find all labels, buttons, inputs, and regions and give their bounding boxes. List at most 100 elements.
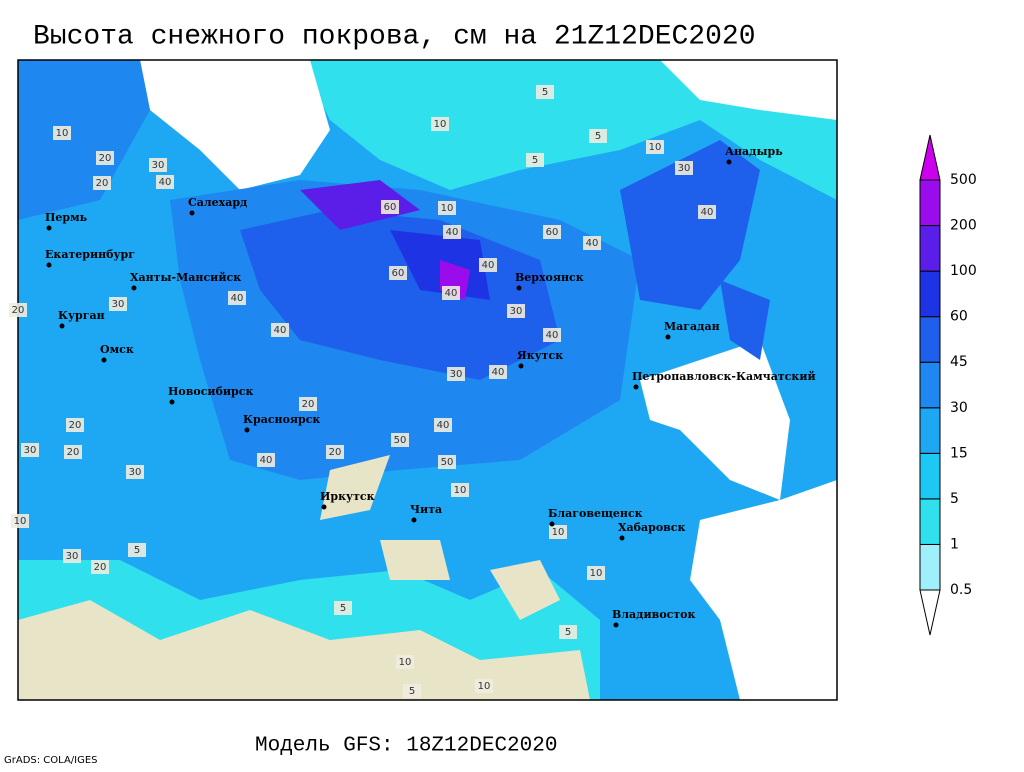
contour-label-box <box>403 684 421 698</box>
contour-label: 10 <box>441 203 454 214</box>
colorbar-label: 15 <box>950 445 968 461</box>
city-dot <box>633 384 639 390</box>
contour-label: 40 <box>260 455 273 466</box>
contour-label: 20 <box>329 447 342 458</box>
contour-label: 30 <box>152 160 165 171</box>
contour-label-box <box>64 445 82 459</box>
colorbar-label: 5 <box>950 491 959 507</box>
colorbar-label: 45 <box>950 354 968 370</box>
city-label: Новосибирск <box>168 385 253 398</box>
contour-label-box <box>128 543 146 557</box>
city-label: Омск <box>100 343 134 356</box>
city-label: Ханты-Мансийск <box>130 271 241 284</box>
contour-label: 40 <box>586 238 599 249</box>
contour-label: 10 <box>552 527 565 538</box>
city-label: Красноярск <box>243 413 320 426</box>
colorbar-band <box>919 407 941 454</box>
map <box>18 60 837 700</box>
colorbar-band <box>919 270 941 318</box>
contour-label: 20 <box>96 178 109 189</box>
contour-label: 40 <box>446 227 459 238</box>
contour-label-box <box>479 258 497 272</box>
contour-label-box <box>257 453 275 467</box>
colorbar-label: 0.5 <box>950 582 972 598</box>
contour-label-box <box>549 525 567 539</box>
contour-label-box <box>396 655 414 669</box>
contour-label-box <box>507 304 525 318</box>
contour-label: 30 <box>450 369 463 380</box>
contour-label: 10 <box>14 516 27 527</box>
colorbar-label: 100 <box>950 263 977 279</box>
contour-label-box <box>96 151 114 165</box>
colorbar-band <box>919 361 941 409</box>
city-label: Хабаровск <box>618 521 685 534</box>
colorbar-high <box>919 134 941 181</box>
contour-label: 40 <box>159 177 172 188</box>
contour-label-box <box>228 291 246 305</box>
contour-label-box <box>443 225 461 239</box>
title: Высота снежного покрова, см на 21Z12DEC2… <box>33 21 756 52</box>
city-dot <box>665 334 671 340</box>
contour-label-box <box>334 601 352 615</box>
contour-label-box <box>381 200 399 214</box>
contour-label-box <box>91 560 109 574</box>
contour-label-box <box>434 418 452 432</box>
contour-label: 40 <box>437 420 450 431</box>
contour-label-box <box>489 365 507 379</box>
contour-label: 10 <box>399 657 412 668</box>
contour-label-box <box>451 483 469 497</box>
contour-label: 20 <box>69 420 82 431</box>
contour-label-box <box>447 367 465 381</box>
contour-label-box <box>438 455 456 469</box>
contour-label: 5 <box>565 627 571 638</box>
contour-label: 40 <box>492 367 505 378</box>
contour-label: 60 <box>384 202 397 213</box>
colorbar-band <box>919 179 941 227</box>
contour-label-box <box>66 418 84 432</box>
contour-label: 20 <box>67 447 80 458</box>
city-label: Анадырь <box>725 145 783 158</box>
contour-label-box <box>326 445 344 459</box>
colorbar-low <box>919 589 941 636</box>
contour-label-box <box>438 201 456 215</box>
city-dot <box>59 323 65 329</box>
contour-label: 40 <box>231 293 244 304</box>
city-label: Благовещенск <box>548 507 643 520</box>
contour-label-box <box>698 205 716 219</box>
contour-label-box <box>431 117 449 131</box>
contour-label: 10 <box>56 128 69 139</box>
contour-label: 5 <box>532 155 538 166</box>
city-dot <box>516 285 522 291</box>
city-dot <box>321 504 327 510</box>
city-label: Салехард <box>188 196 247 209</box>
contour-label-box <box>587 566 605 580</box>
contour-label-box <box>93 176 111 190</box>
contour-label: 30 <box>66 551 79 562</box>
colorbar-band <box>919 543 941 591</box>
colorbar-label: 500 <box>950 172 977 188</box>
city-label: Курган <box>58 309 105 322</box>
contour-label: 30 <box>129 467 142 478</box>
contour-label: 30 <box>510 306 523 317</box>
contour-label-box <box>391 433 409 447</box>
city-dot <box>726 159 732 165</box>
contour-label-box <box>646 140 664 154</box>
contour-label-box <box>543 225 561 239</box>
contour-label: 30 <box>678 163 691 174</box>
contour-label: 40 <box>445 288 458 299</box>
city-dot <box>411 517 417 523</box>
contour-label: 5 <box>340 603 346 614</box>
contour-label-box <box>53 126 71 140</box>
contour-label-box <box>475 679 493 693</box>
contour-label: 20 <box>99 153 112 164</box>
contour-label-box <box>11 514 29 528</box>
city-label: Магадан <box>664 320 720 333</box>
contour-label-box <box>526 153 544 167</box>
city-dot <box>619 535 625 541</box>
colorbar-label: 60 <box>950 309 968 325</box>
map-frame <box>17 59 838 701</box>
contour-label: 10 <box>454 485 467 496</box>
colorbar-band <box>919 225 941 272</box>
contour-label-box <box>126 465 144 479</box>
